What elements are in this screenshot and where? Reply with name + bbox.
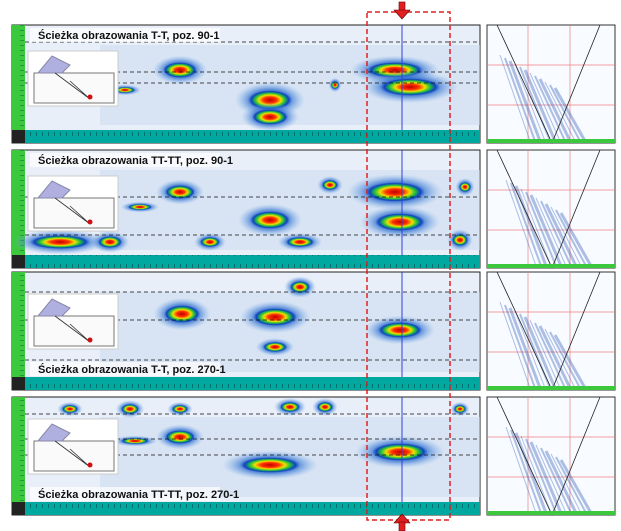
specimen [34, 73, 114, 103]
side-background [487, 150, 615, 268]
arrow-top [394, 2, 410, 19]
echo [322, 180, 338, 190]
echo [128, 204, 152, 210]
specimen [34, 316, 114, 346]
ruler-corner [12, 377, 25, 390]
horizontal-ruler [25, 255, 480, 268]
side-background [487, 25, 615, 143]
echo [98, 236, 122, 248]
specimen [34, 198, 114, 228]
side-ruler [487, 386, 615, 390]
echo [290, 281, 310, 293]
echo [378, 322, 422, 338]
side-ruler [487, 139, 615, 143]
horizontal-ruler [25, 377, 480, 390]
panels: Ścieżka obrazowania T-T, poz. 90-1 Ścieżk… [12, 25, 615, 515]
echo [372, 443, 428, 461]
vertical-ruler [12, 397, 25, 502]
reflector [88, 95, 93, 100]
panel-title: Ścieżka obrazowania TT-TT, poz. 90-1 [38, 154, 233, 167]
reflector [88, 463, 93, 468]
side-background [487, 272, 615, 390]
echo [121, 404, 139, 414]
arrow-bottom [394, 514, 410, 531]
echo [380, 78, 440, 96]
ruler-corner [12, 130, 25, 143]
panel-title: Ścieżka obrazowania T-T, poz. 270-1 [38, 363, 226, 376]
echo [331, 81, 339, 89]
side-background [487, 397, 615, 515]
side-ruler [487, 264, 615, 268]
ruler-corner [12, 502, 25, 515]
echo [280, 402, 300, 412]
echo [250, 211, 290, 229]
side-view [487, 272, 615, 390]
echo [252, 109, 288, 125]
specimen [34, 441, 114, 471]
echo [317, 402, 333, 412]
scan-panel: Ścieżka obrazowania T-T, poz. 270-1 [12, 272, 480, 390]
echo [163, 62, 197, 78]
echo [286, 237, 314, 247]
echo [165, 430, 195, 444]
side-view [487, 397, 615, 515]
scan-panel: Ścieżka obrazowania T-T, poz. 90-1 [12, 25, 480, 143]
echo [263, 342, 287, 352]
echo [375, 213, 425, 231]
echo [172, 405, 188, 413]
echo [365, 182, 425, 202]
side-view [487, 25, 615, 143]
echo [454, 405, 466, 413]
echo [459, 182, 471, 192]
ruler-corner [12, 255, 25, 268]
echo [240, 457, 300, 473]
side-ruler [487, 511, 615, 515]
reflector [88, 338, 93, 343]
echo [200, 237, 220, 247]
scan-panel: Ścieżka obrazowania TT-TT, poz. 270-1 [12, 397, 480, 515]
echo [30, 235, 90, 249]
panel-title: Ścieżka obrazowania T-T, poz. 90-1 [38, 29, 220, 42]
reflector [88, 220, 93, 225]
echo [452, 234, 468, 246]
scan-panel: Ścieżka obrazowania TT-TT, poz. 90-1 [12, 150, 480, 268]
horizontal-ruler [25, 502, 480, 515]
horizontal-ruler [25, 130, 480, 143]
vertical-ruler [12, 25, 25, 130]
screen: Ścieżka obrazowania T-T, poz. 90-1 Ścieżk… [0, 0, 621, 531]
panel-title: Ścieżka obrazowania TT-TT, poz. 270-1 [38, 488, 239, 501]
echo [62, 405, 78, 413]
echo [253, 308, 297, 326]
side-view [487, 150, 615, 268]
vertical-ruler [12, 272, 25, 377]
